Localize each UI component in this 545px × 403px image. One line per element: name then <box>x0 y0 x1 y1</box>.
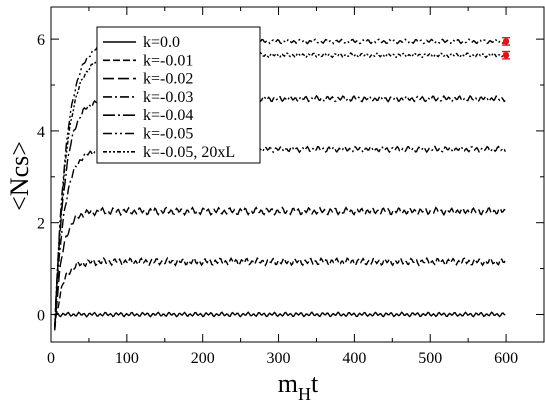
series-line <box>54 256 506 329</box>
y-axis-ticks: 0 2 4 6 <box>37 32 544 324</box>
legend-box <box>96 26 261 164</box>
legend-label: k=0.0 <box>143 34 180 51</box>
x-tick-label: 500 <box>418 350 442 367</box>
legend-label: k=-0.05, 20xL <box>143 144 235 161</box>
y-axis-label: <Ncs> <box>5 141 34 211</box>
error-points <box>502 37 511 60</box>
series-line <box>54 145 506 330</box>
legend-label: k=-0.04 <box>143 107 193 124</box>
legend-label: k=-0.02 <box>143 71 193 88</box>
x-axis-ticks: 0 100 200 300 400 500 600 <box>47 7 518 367</box>
y-tick-label: 2 <box>37 216 45 233</box>
y-tick-label: 6 <box>37 32 45 49</box>
y-tick-label: 4 <box>37 124 45 141</box>
error-point <box>502 38 510 45</box>
x-tick-label: 400 <box>342 350 366 367</box>
legend: k=0.0k=-0.01 k=-0.02k=-0.03k=-0.04 k=-0.05… <box>96 26 261 164</box>
x-tick-label: 100 <box>115 350 139 367</box>
series-line <box>54 206 506 327</box>
series-line <box>54 311 506 318</box>
error-point <box>502 51 510 59</box>
y-tick-label: 0 <box>37 307 45 324</box>
legend-label: k=-0.05 <box>143 126 193 143</box>
legend-label: k=-0.01 <box>143 52 193 69</box>
x-tick-label: 200 <box>191 350 215 367</box>
x-axis-label: mHt <box>278 369 319 403</box>
x-tick-label: 600 <box>494 350 518 367</box>
x-tick-label: 0 <box>47 350 55 367</box>
plot-frame <box>50 6 545 343</box>
x-tick-label: 300 <box>267 350 291 367</box>
legend-label: k=-0.03 <box>143 89 193 106</box>
